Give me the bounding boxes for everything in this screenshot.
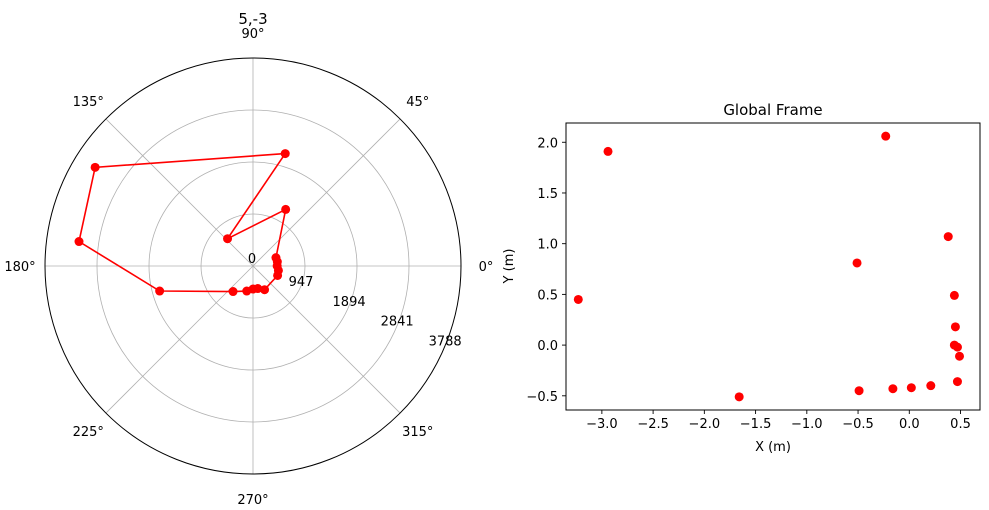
polar-r-tick-label: 1894 — [333, 295, 366, 310]
polar-title: 5,-3 — [238, 10, 267, 28]
cart-data-point — [854, 386, 864, 396]
polar-theta-labels: 0° 45° 90° 135° 180° 225° 270° 315° — [4, 27, 493, 508]
polar-data-point — [281, 204, 291, 214]
cart-data-point — [926, 381, 936, 391]
cart-data-point — [852, 258, 862, 268]
polar-r-tick-label: 2841 — [381, 315, 414, 330]
polar-grid — [44, 57, 462, 475]
global-frame-chart: Global Frame −3.0 −2.5 −2.0 −1.5 −1.0 −0.5 0.0… — [502, 101, 981, 455]
polar-theta-gridline — [105, 265, 254, 414]
polar-data-point — [271, 253, 281, 263]
cart-x-tick-label: −1.5 — [740, 417, 772, 432]
polar-r-tick-label: 3788 — [429, 335, 462, 350]
polar-theta-label: 315° — [402, 425, 433, 440]
cart-data-point — [881, 131, 891, 141]
polar-theta-label: 180° — [4, 260, 35, 275]
polar-data-point — [228, 287, 238, 297]
cart-data-point — [906, 383, 916, 393]
cart-y-tick-label: −0.5 — [526, 390, 558, 405]
cart-title: Global Frame — [723, 101, 822, 119]
polar-series — [74, 149, 291, 297]
polar-data-point — [155, 286, 165, 296]
cart-x-tick-label: 0.0 — [899, 417, 920, 432]
cart-y-tick-label: 2.0 — [537, 136, 558, 151]
polar-data-point — [280, 149, 290, 159]
polar-outer-boundary — [44, 57, 462, 475]
polar-series-line — [78, 152, 287, 293]
polar-theta-label: 90° — [241, 27, 264, 42]
cart-y-tick-label: 1.5 — [537, 187, 558, 202]
cart-axes-frame — [565, 122, 981, 411]
cart-x-axis: −3.0 −2.5 −2.0 −1.5 −1.0 −0.5 0.0 0.5 — [586, 410, 971, 432]
polar-data-point — [74, 237, 84, 247]
cart-data-point — [952, 342, 962, 352]
polar-r-tick-label: 947 — [289, 275, 314, 290]
cart-y-tick-label: 1.0 — [537, 238, 558, 253]
cart-y-tick-label: 0.0 — [537, 339, 558, 354]
polar-theta-label: 225° — [73, 425, 104, 440]
cart-x-tick-label: −3.0 — [586, 417, 618, 432]
cart-x-tick-label: 0.5 — [950, 417, 971, 432]
cart-data-point — [955, 351, 965, 361]
cart-y-tick-label: 0.5 — [537, 288, 558, 303]
cart-x-tick-label: −0.5 — [842, 417, 874, 432]
cart-data-point — [573, 294, 583, 304]
polar-theta-gridline — [105, 118, 254, 267]
polar-r-tick-label: 0 — [248, 252, 256, 267]
polar-theta-gridline — [252, 265, 401, 414]
cart-series — [573, 131, 965, 402]
cart-y-axis: −0.5 0.0 0.5 1.0 1.5 2.0 — [526, 136, 566, 405]
cart-ylabel: Y (m) — [502, 249, 517, 285]
cart-data-point — [949, 290, 959, 300]
cart-data-point — [603, 146, 613, 156]
cart-data-point — [734, 392, 744, 402]
polar-data-point — [260, 285, 270, 295]
cart-xlabel: X (m) — [755, 440, 791, 455]
cart-x-tick-label: −2.0 — [689, 417, 721, 432]
polar-theta-label: 270° — [237, 493, 268, 508]
polar-data-point — [90, 162, 100, 172]
polar-theta-label: 45° — [406, 95, 429, 110]
cart-data-point — [950, 322, 960, 332]
polar-data-point — [253, 284, 263, 294]
polar-r-labels: 0 947 1894 2841 3788 — [248, 252, 462, 350]
polar-theta-label: 0° — [479, 260, 494, 275]
cart-data-point — [888, 384, 898, 394]
polar-theta-gridline — [252, 118, 401, 267]
polar-data-point — [273, 270, 283, 280]
cart-x-tick-label: −2.5 — [637, 417, 669, 432]
polar-data-point — [223, 234, 233, 244]
polar-chart: 5,-3 0° 45° 90° 135° 180° 225° 270° 315° 0 947 18… — [4, 10, 493, 508]
polar-theta-label: 135° — [73, 95, 104, 110]
cart-data-point — [943, 232, 953, 242]
cart-data-point — [952, 377, 962, 387]
cart-x-tick-label: −1.0 — [791, 417, 823, 432]
